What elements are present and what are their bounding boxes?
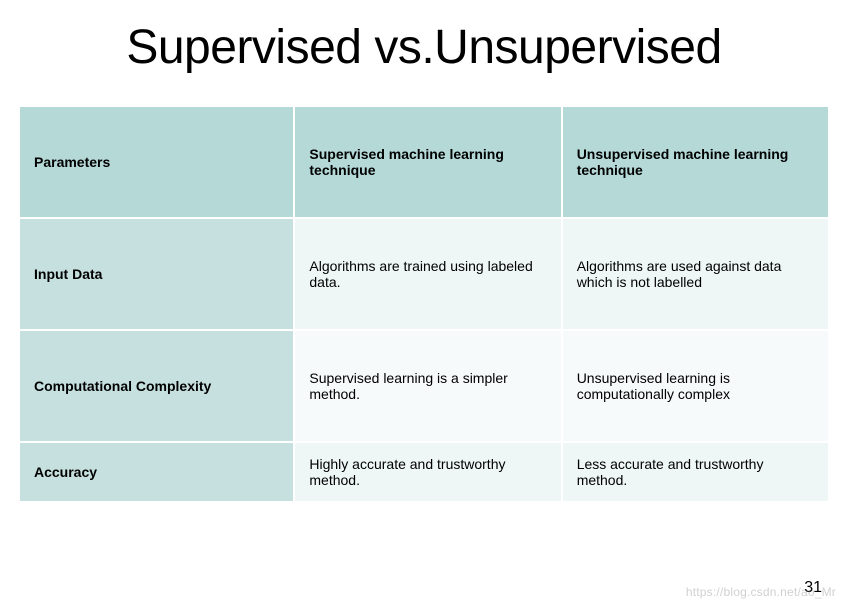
unsupervised-cell: Unsupervised learning is computationally… xyxy=(562,330,829,442)
comparison-table: Parameters Supervised machine learning t… xyxy=(18,105,830,503)
unsupervised-cell: Algorithms are used against data which i… xyxy=(562,218,829,330)
table-row: Computational Complexity Supervised lear… xyxy=(19,330,829,442)
comparison-table-wrap: Parameters Supervised machine learning t… xyxy=(0,105,848,503)
param-cell: Accuracy xyxy=(19,442,294,502)
supervised-cell: Algorithms are trained using labeled dat… xyxy=(294,218,561,330)
watermark: https://blog.csdn.net/ao_Mr xyxy=(686,585,836,599)
col-header-unsupervised: Unsupervised machine learning technique xyxy=(562,106,829,218)
page-title: Supervised vs.Unsupervised xyxy=(0,0,848,105)
unsupervised-cell: Less accurate and trustworthy method. xyxy=(562,442,829,502)
param-cell: Input Data xyxy=(19,218,294,330)
supervised-cell: Highly accurate and trustworthy method. xyxy=(294,442,561,502)
table-row: Accuracy Highly accurate and trustworthy… xyxy=(19,442,829,502)
table-header-row: Parameters Supervised machine learning t… xyxy=(19,106,829,218)
col-header-supervised: Supervised machine learning technique xyxy=(294,106,561,218)
table-row: Input Data Algorithms are trained using … xyxy=(19,218,829,330)
supervised-cell: Supervised learning is a simpler method. xyxy=(294,330,561,442)
param-cell: Computational Complexity xyxy=(19,330,294,442)
col-header-parameters: Parameters xyxy=(19,106,294,218)
